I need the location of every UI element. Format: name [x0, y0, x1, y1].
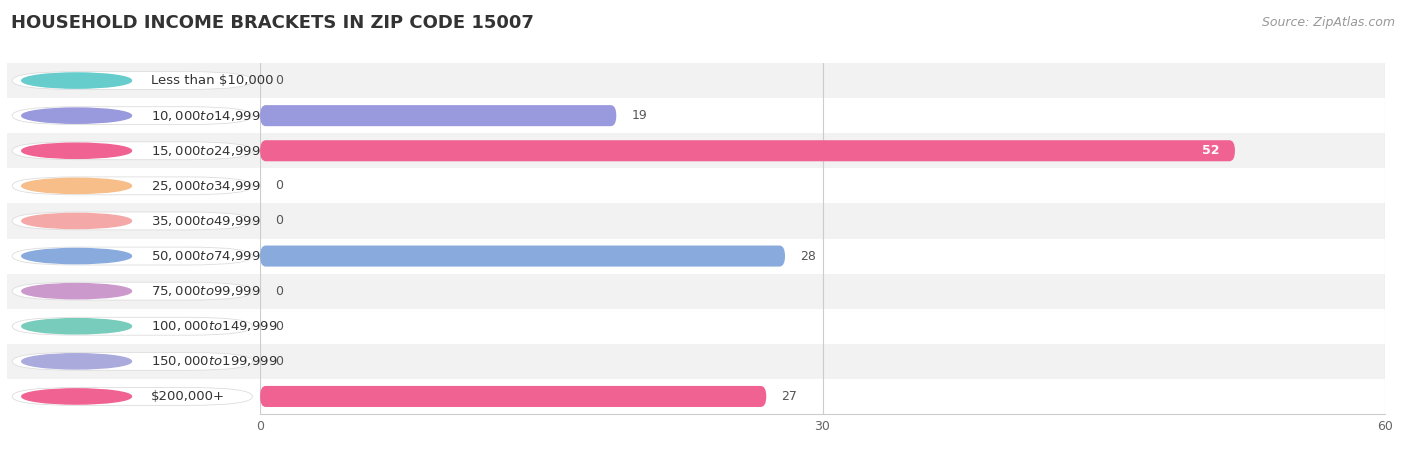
Circle shape	[21, 284, 132, 299]
Bar	[7, 63, 260, 98]
FancyBboxPatch shape	[13, 317, 253, 335]
FancyBboxPatch shape	[13, 142, 253, 160]
FancyBboxPatch shape	[13, 177, 253, 195]
FancyBboxPatch shape	[260, 140, 1234, 161]
Text: $150,000 to $199,999: $150,000 to $199,999	[152, 354, 278, 369]
Bar	[260, 133, 1385, 168]
Circle shape	[21, 389, 132, 404]
Circle shape	[21, 108, 132, 123]
Bar	[7, 238, 260, 274]
Text: $25,000 to $34,999: $25,000 to $34,999	[152, 179, 262, 193]
Bar	[7, 309, 260, 344]
FancyBboxPatch shape	[13, 352, 253, 370]
Text: 0: 0	[276, 320, 283, 333]
FancyBboxPatch shape	[13, 387, 253, 405]
Bar	[7, 133, 260, 168]
Bar	[260, 203, 1385, 238]
FancyBboxPatch shape	[260, 246, 785, 266]
Bar	[7, 344, 260, 379]
Bar	[260, 168, 1385, 203]
Bar	[260, 309, 1385, 344]
Text: 52: 52	[1202, 144, 1220, 157]
Bar	[260, 344, 1385, 379]
Text: 0: 0	[276, 215, 283, 227]
FancyBboxPatch shape	[260, 386, 766, 407]
Text: $75,000 to $99,999: $75,000 to $99,999	[152, 284, 262, 298]
Text: $15,000 to $24,999: $15,000 to $24,999	[152, 144, 262, 158]
Text: 0: 0	[276, 74, 283, 87]
Circle shape	[21, 354, 132, 369]
Text: $10,000 to $14,999: $10,000 to $14,999	[152, 108, 262, 123]
Bar	[7, 274, 260, 309]
Bar	[260, 379, 1385, 414]
Circle shape	[21, 178, 132, 194]
Bar	[260, 274, 1385, 309]
Circle shape	[21, 73, 132, 88]
FancyBboxPatch shape	[13, 212, 253, 230]
Text: HOUSEHOLD INCOME BRACKETS IN ZIP CODE 15007: HOUSEHOLD INCOME BRACKETS IN ZIP CODE 15…	[11, 14, 534, 32]
FancyBboxPatch shape	[13, 247, 253, 265]
FancyBboxPatch shape	[13, 282, 253, 300]
Text: Source: ZipAtlas.com: Source: ZipAtlas.com	[1261, 16, 1395, 29]
Circle shape	[21, 319, 132, 334]
Text: $35,000 to $49,999: $35,000 to $49,999	[152, 214, 262, 228]
Text: 0: 0	[276, 180, 283, 192]
Text: $50,000 to $74,999: $50,000 to $74,999	[152, 249, 262, 263]
Text: 0: 0	[276, 285, 283, 297]
Bar	[7, 379, 260, 414]
Bar	[7, 168, 260, 203]
FancyBboxPatch shape	[260, 105, 616, 126]
Text: Less than $10,000: Less than $10,000	[152, 74, 274, 87]
Text: $200,000+: $200,000+	[152, 390, 225, 403]
Text: $100,000 to $149,999: $100,000 to $149,999	[152, 319, 278, 333]
Text: 0: 0	[276, 355, 283, 368]
Text: 27: 27	[782, 390, 797, 403]
Bar	[7, 98, 260, 133]
Bar	[260, 98, 1385, 133]
Bar	[260, 238, 1385, 274]
FancyBboxPatch shape	[13, 107, 253, 125]
FancyBboxPatch shape	[13, 72, 253, 90]
Circle shape	[21, 213, 132, 229]
Bar	[260, 63, 1385, 98]
Circle shape	[21, 248, 132, 264]
Bar	[7, 203, 260, 238]
Circle shape	[21, 143, 132, 158]
Text: 28: 28	[800, 250, 815, 262]
Text: 19: 19	[631, 109, 647, 122]
